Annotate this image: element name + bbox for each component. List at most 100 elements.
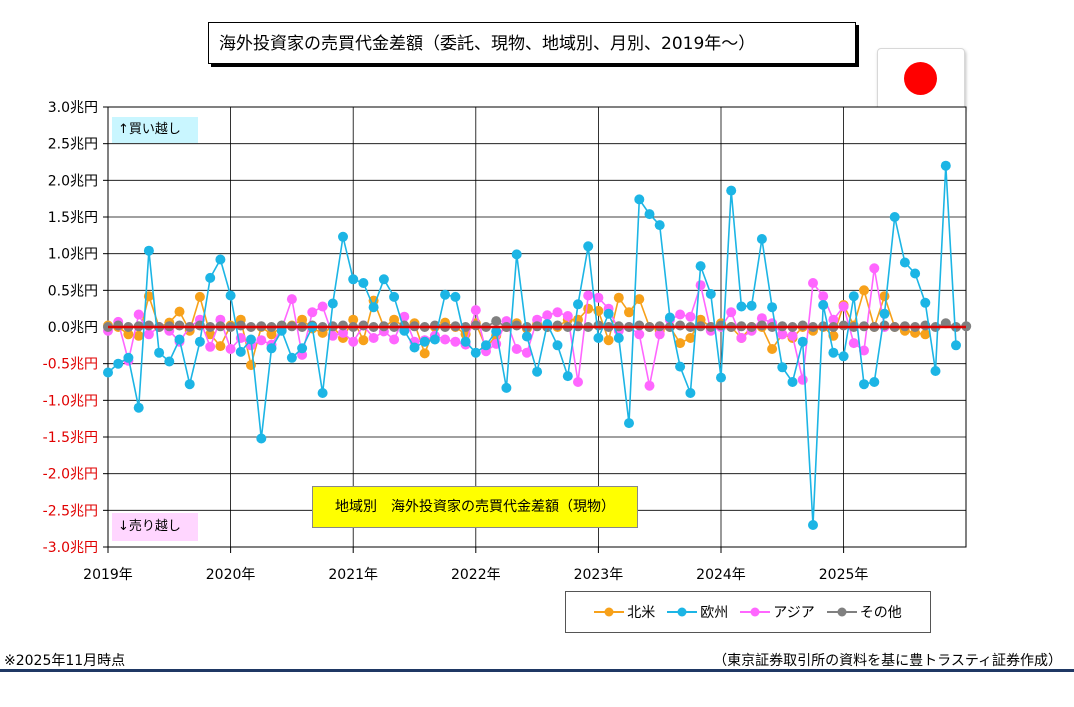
y-tick-label: 1.0兆円 — [48, 247, 98, 263]
data-point-europe — [562, 371, 573, 382]
legend-label-europe: 欧州 — [700, 605, 729, 621]
data-point-other — [491, 316, 502, 327]
x-tick-label: 2025年 — [819, 567, 869, 583]
data-point-europe — [920, 297, 931, 308]
data-point-europe — [552, 340, 563, 351]
data-point-europe — [664, 312, 675, 323]
data-point-europe — [951, 340, 961, 351]
y-tick-label: -0.5兆円 — [43, 357, 98, 373]
data-point-north_america — [358, 335, 369, 346]
data-point-asia — [787, 330, 798, 341]
y-tick-label: 0.0兆円 — [48, 320, 98, 336]
data-point-europe — [123, 352, 134, 363]
data-point-asia — [756, 313, 767, 324]
data-point-north_america — [675, 338, 686, 349]
data-point-europe — [685, 388, 696, 398]
x-tick-label: 2019年 — [83, 567, 133, 583]
data-point-europe — [695, 261, 706, 272]
data-point-asia — [470, 305, 481, 316]
data-point-asia — [777, 329, 788, 340]
data-point-asia — [838, 301, 849, 312]
data-point-asia — [348, 336, 359, 347]
data-point-asia — [869, 263, 880, 274]
data-point-asia — [368, 333, 379, 343]
y-tick-label: -1.0兆円 — [43, 393, 98, 409]
data-point-asia — [848, 338, 859, 349]
data-point-europe — [429, 334, 440, 345]
data-point-europe — [317, 388, 328, 398]
data-point-europe — [746, 300, 757, 311]
legend-label-other: その他 — [859, 605, 902, 621]
data-point-north_america — [266, 329, 277, 340]
data-point-europe — [409, 342, 420, 353]
data-point-north_america — [603, 335, 614, 346]
legend-item-north-america: 北米 — [594, 602, 655, 622]
data-point-asia — [133, 309, 144, 320]
data-point-europe — [143, 245, 154, 256]
data-point-europe — [705, 289, 716, 299]
data-point-europe — [573, 299, 583, 310]
data-point-europe — [440, 289, 451, 300]
data-point-other — [552, 320, 563, 331]
data-point-asia — [225, 344, 236, 354]
data-point-europe — [297, 343, 308, 354]
data-point-other — [113, 320, 124, 331]
japan-flag-icon — [877, 48, 965, 110]
data-point-europe — [848, 291, 859, 302]
legend-item-europe: 欧州 — [667, 602, 728, 622]
data-point-asia — [511, 344, 522, 354]
data-point-europe — [613, 333, 624, 343]
data-point-europe — [419, 336, 430, 347]
data-point-asia — [695, 280, 706, 291]
data-point-other — [634, 320, 645, 331]
data-point-europe — [767, 302, 778, 313]
data-point-europe — [154, 347, 165, 358]
legend-item-other: その他 — [826, 602, 902, 622]
sell-region-label: ↓売り越し — [112, 513, 198, 541]
data-point-other — [879, 320, 890, 331]
data-point-europe — [797, 336, 808, 347]
data-point-north_america — [613, 292, 624, 303]
y-tick-label: -2.0兆円 — [43, 467, 98, 483]
data-point-europe — [808, 520, 818, 530]
x-tick-label: 2021年 — [328, 567, 378, 583]
data-point-europe — [726, 185, 737, 196]
y-tick-label: -2.5兆円 — [43, 503, 98, 519]
data-point-other — [470, 320, 481, 331]
data-point-europe — [716, 372, 726, 383]
data-point-north_america — [205, 329, 216, 340]
data-point-other — [756, 320, 767, 331]
data-point-europe — [777, 362, 788, 373]
data-point-north_america — [133, 330, 144, 341]
data-point-asia — [583, 290, 594, 301]
data-point-north_america — [419, 348, 430, 359]
data-point-asia — [685, 311, 696, 322]
buy-region-label: ↑買い越し — [112, 117, 198, 143]
data-point-europe — [460, 336, 471, 347]
data-point-other — [838, 320, 849, 331]
data-point-asia — [307, 307, 318, 318]
y-tick-label: -3.0兆円 — [43, 540, 98, 556]
data-point-other — [675, 320, 686, 331]
legend-marker-asia — [740, 607, 771, 617]
data-point-europe — [828, 347, 839, 358]
data-point-north_america — [348, 314, 359, 325]
data-point-asia — [736, 333, 747, 343]
bottom-divider — [0, 669, 1074, 672]
data-point-europe — [450, 291, 461, 302]
y-tick-label: 1.5兆円 — [48, 210, 98, 226]
legend-marker-europe — [667, 607, 698, 617]
data-point-europe — [889, 212, 900, 222]
data-point-europe — [481, 340, 491, 351]
data-point-other — [143, 320, 154, 331]
data-point-asia — [205, 341, 216, 352]
data-point-europe — [501, 382, 512, 393]
x-tick-label: 2023年 — [574, 567, 624, 583]
data-point-asia — [675, 309, 686, 320]
data-point-europe — [215, 254, 226, 265]
data-point-europe — [174, 334, 185, 345]
data-point-europe — [583, 241, 594, 252]
data-point-asia — [859, 345, 869, 356]
data-point-europe — [184, 379, 195, 390]
x-tick-label: 2024年 — [696, 567, 746, 583]
